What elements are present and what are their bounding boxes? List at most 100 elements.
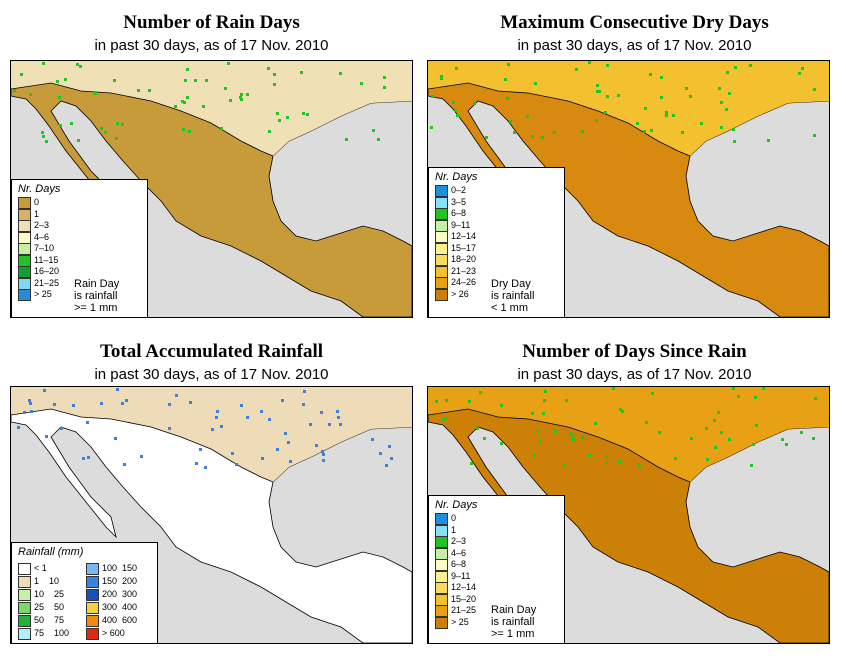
legend-label: > 25 bbox=[451, 616, 469, 627]
data-cell bbox=[70, 122, 73, 125]
legend-item: 6–8 bbox=[429, 559, 564, 571]
legend-label: 3–5 bbox=[451, 196, 467, 207]
data-cell bbox=[339, 72, 342, 75]
data-cell bbox=[565, 399, 568, 402]
data-cell bbox=[685, 87, 688, 90]
data-cell bbox=[64, 78, 67, 81]
country-border bbox=[428, 408, 691, 483]
data-cell bbox=[749, 64, 752, 67]
data-cell bbox=[720, 431, 723, 434]
panel-title: Total Accumulated Rainfall bbox=[99, 341, 324, 362]
legend-note: Rain Day is rainfall >= 1 mm bbox=[74, 278, 119, 314]
panel-dry-days: Maximum Consecutive Dry Days in past 30 … bbox=[423, 0, 846, 329]
data-cell bbox=[45, 435, 48, 438]
legend-swatch bbox=[435, 605, 448, 617]
legend-label: 15–20 bbox=[451, 593, 477, 604]
data-cell bbox=[224, 87, 227, 90]
data-cell bbox=[276, 112, 279, 115]
data-cell bbox=[116, 388, 119, 391]
data-cell bbox=[79, 65, 82, 68]
data-cell bbox=[720, 126, 723, 129]
data-cell bbox=[651, 392, 654, 395]
data-cell bbox=[23, 411, 26, 414]
data-cell bbox=[594, 422, 597, 425]
data-cell bbox=[286, 116, 289, 119]
data-cell bbox=[59, 124, 62, 127]
data-cell bbox=[204, 466, 207, 469]
data-cell bbox=[445, 417, 448, 420]
data-cell bbox=[588, 454, 591, 457]
panel-rain-days: Number of Rain Days in past 30 days, as … bbox=[0, 0, 423, 329]
legend-label: > 26 bbox=[451, 288, 469, 299]
data-cell bbox=[114, 437, 117, 440]
data-cell bbox=[801, 67, 804, 70]
data-cell bbox=[322, 459, 325, 462]
legend-item: 150 200 bbox=[80, 576, 148, 588]
data-cell bbox=[737, 395, 740, 398]
data-cell bbox=[140, 455, 143, 458]
legend-label: 6–8 bbox=[451, 208, 467, 218]
legend-swatch bbox=[435, 593, 448, 606]
legend-label: 4–6 bbox=[34, 231, 50, 242]
country-border bbox=[428, 82, 691, 157]
data-cell bbox=[533, 454, 536, 457]
data-cell bbox=[734, 66, 737, 69]
legend-swatch bbox=[435, 288, 448, 301]
data-cell bbox=[596, 84, 599, 87]
data-cell bbox=[660, 96, 663, 99]
data-cell bbox=[235, 463, 238, 466]
legend-days-since-rain: Nr. Days 0 1 2–3 4–6 6–8 9–11 12–14 15–20 21–25 >… bbox=[428, 495, 565, 643]
legend-title: Nr. Days bbox=[435, 171, 478, 183]
legend-item: 0 bbox=[429, 513, 564, 525]
data-cell bbox=[322, 453, 325, 456]
data-cell bbox=[618, 460, 621, 463]
data-cell bbox=[195, 462, 198, 465]
legend-label: 9–11 bbox=[451, 570, 471, 581]
legend-swatch bbox=[86, 628, 99, 640]
legend-rainfall: Rainfall (mm) < 1 1 10 10 25 25 50 50 75 75 1… bbox=[11, 542, 158, 643]
legend-swatch bbox=[18, 208, 31, 221]
note-line: < 1 mm bbox=[491, 302, 528, 314]
data-cell bbox=[483, 437, 486, 440]
legend-item: > 25 bbox=[12, 289, 147, 301]
legend-swatch bbox=[435, 185, 448, 197]
data-cell bbox=[360, 82, 363, 85]
data-cell bbox=[531, 135, 534, 138]
data-cell bbox=[665, 111, 668, 114]
data-cell bbox=[215, 416, 218, 419]
legend-swatch bbox=[18, 220, 31, 232]
data-cell bbox=[20, 73, 23, 76]
legend-item: 21–23 bbox=[429, 265, 564, 278]
legend-swatch bbox=[435, 524, 448, 537]
data-cell bbox=[767, 139, 770, 142]
data-cell bbox=[87, 456, 90, 459]
data-cell bbox=[733, 140, 736, 143]
data-cell bbox=[306, 113, 309, 116]
legend-label: 4–6 bbox=[451, 547, 467, 558]
data-cell bbox=[539, 440, 542, 443]
data-cell bbox=[581, 130, 584, 133]
legend-item: 9–11 bbox=[429, 219, 564, 232]
data-cell bbox=[315, 444, 318, 447]
data-cell bbox=[542, 412, 545, 415]
data-cell bbox=[643, 130, 646, 133]
data-cell bbox=[100, 127, 103, 130]
legend-label: 12–14 bbox=[451, 582, 477, 592]
legend-swatch bbox=[18, 589, 31, 601]
legend-item: < 1 bbox=[12, 563, 80, 575]
data-cell bbox=[137, 89, 140, 92]
data-cell bbox=[718, 87, 721, 90]
data-cell bbox=[650, 129, 653, 132]
data-cell bbox=[726, 71, 729, 74]
data-cell bbox=[728, 92, 731, 95]
panel-days-since-rain: Number of Days Since Rain in past 30 day… bbox=[423, 329, 846, 658]
data-cell bbox=[121, 123, 124, 126]
data-cell bbox=[440, 77, 443, 80]
panel-title: Number of Days Since Rain bbox=[522, 341, 747, 362]
legend-item: > 25 bbox=[429, 616, 564, 629]
data-cell bbox=[681, 131, 684, 134]
data-cell bbox=[612, 387, 615, 390]
data-cell bbox=[211, 428, 214, 431]
legend-item: 11–15 bbox=[12, 254, 147, 267]
data-cell bbox=[544, 390, 547, 393]
